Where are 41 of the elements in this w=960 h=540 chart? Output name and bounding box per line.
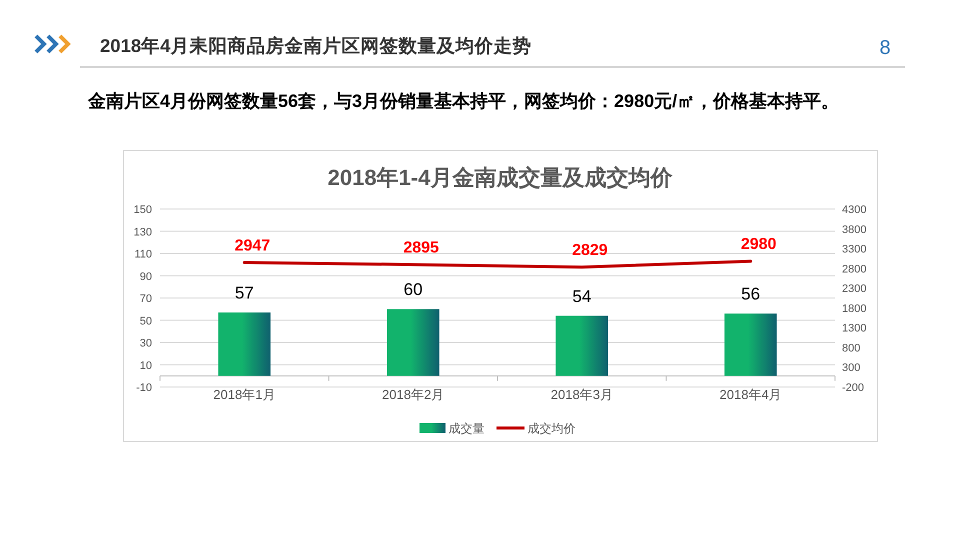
- data-label: 57: [234, 283, 254, 302]
- y-tick-label: 90: [140, 270, 152, 283]
- y2-tick-label: 1800: [842, 302, 866, 315]
- y2-tick-label: 2800: [842, 263, 866, 276]
- bar: [218, 312, 271, 376]
- data-label: 56: [741, 284, 760, 304]
- bar: [724, 314, 777, 376]
- y-tick-label: 30: [140, 338, 152, 350]
- y-tick-label: 10: [140, 360, 152, 372]
- y-tick-label: 130: [134, 226, 152, 238]
- y-tick-label: 70: [140, 293, 152, 305]
- y-tick-label: -10: [136, 382, 152, 394]
- data-label: 2980: [740, 236, 777, 254]
- chart-title: 2018年4月耒阳商品房金南片区网签数量及均价走势: [100, 35, 532, 56]
- legend-label: 成交均价: [528, 422, 576, 436]
- data-label: 2829: [572, 242, 608, 260]
- x-tick-label: 2018年4月: [720, 387, 782, 402]
- legend-label: 成交量: [448, 422, 484, 436]
- y-tick-label: 50: [140, 315, 152, 328]
- y2-tick-label: 1300: [842, 322, 866, 335]
- y2-tick-label: 300: [842, 362, 860, 374]
- text: 8: [879, 37, 891, 59]
- y2-tick-label: 2300: [842, 283, 866, 296]
- x-tick-label: 2018年2月: [382, 387, 444, 402]
- data-label: 2947: [234, 238, 270, 255]
- y2-tick-label: 3800: [842, 224, 866, 236]
- text: 2018年1-4月金南成交量及成交均价: [328, 165, 674, 190]
- chart-subtitle: 金南片区4月份网签数量56套，与3月份销量基本持平，网签均价：2980元/㎡，价格基本持平。: [87, 91, 840, 111]
- y-tick-label: 110: [134, 248, 152, 260]
- data-label: 60: [404, 280, 423, 300]
- y2-tick-label: -200: [842, 382, 864, 394]
- bar: [386, 309, 440, 376]
- x-tick-label: 2018年1月: [213, 387, 276, 402]
- data-label: 2895: [403, 240, 440, 257]
- y2-tick-label: 3300: [842, 244, 866, 256]
- y2-tick-label: 800: [842, 342, 860, 354]
- y-tick-label: 150: [134, 204, 152, 216]
- x-tick-label: 2018年3月: [550, 387, 613, 402]
- y2-tick-label: 4300: [842, 204, 866, 216]
- bar: [556, 316, 608, 376]
- data-label: 54: [572, 286, 592, 306]
